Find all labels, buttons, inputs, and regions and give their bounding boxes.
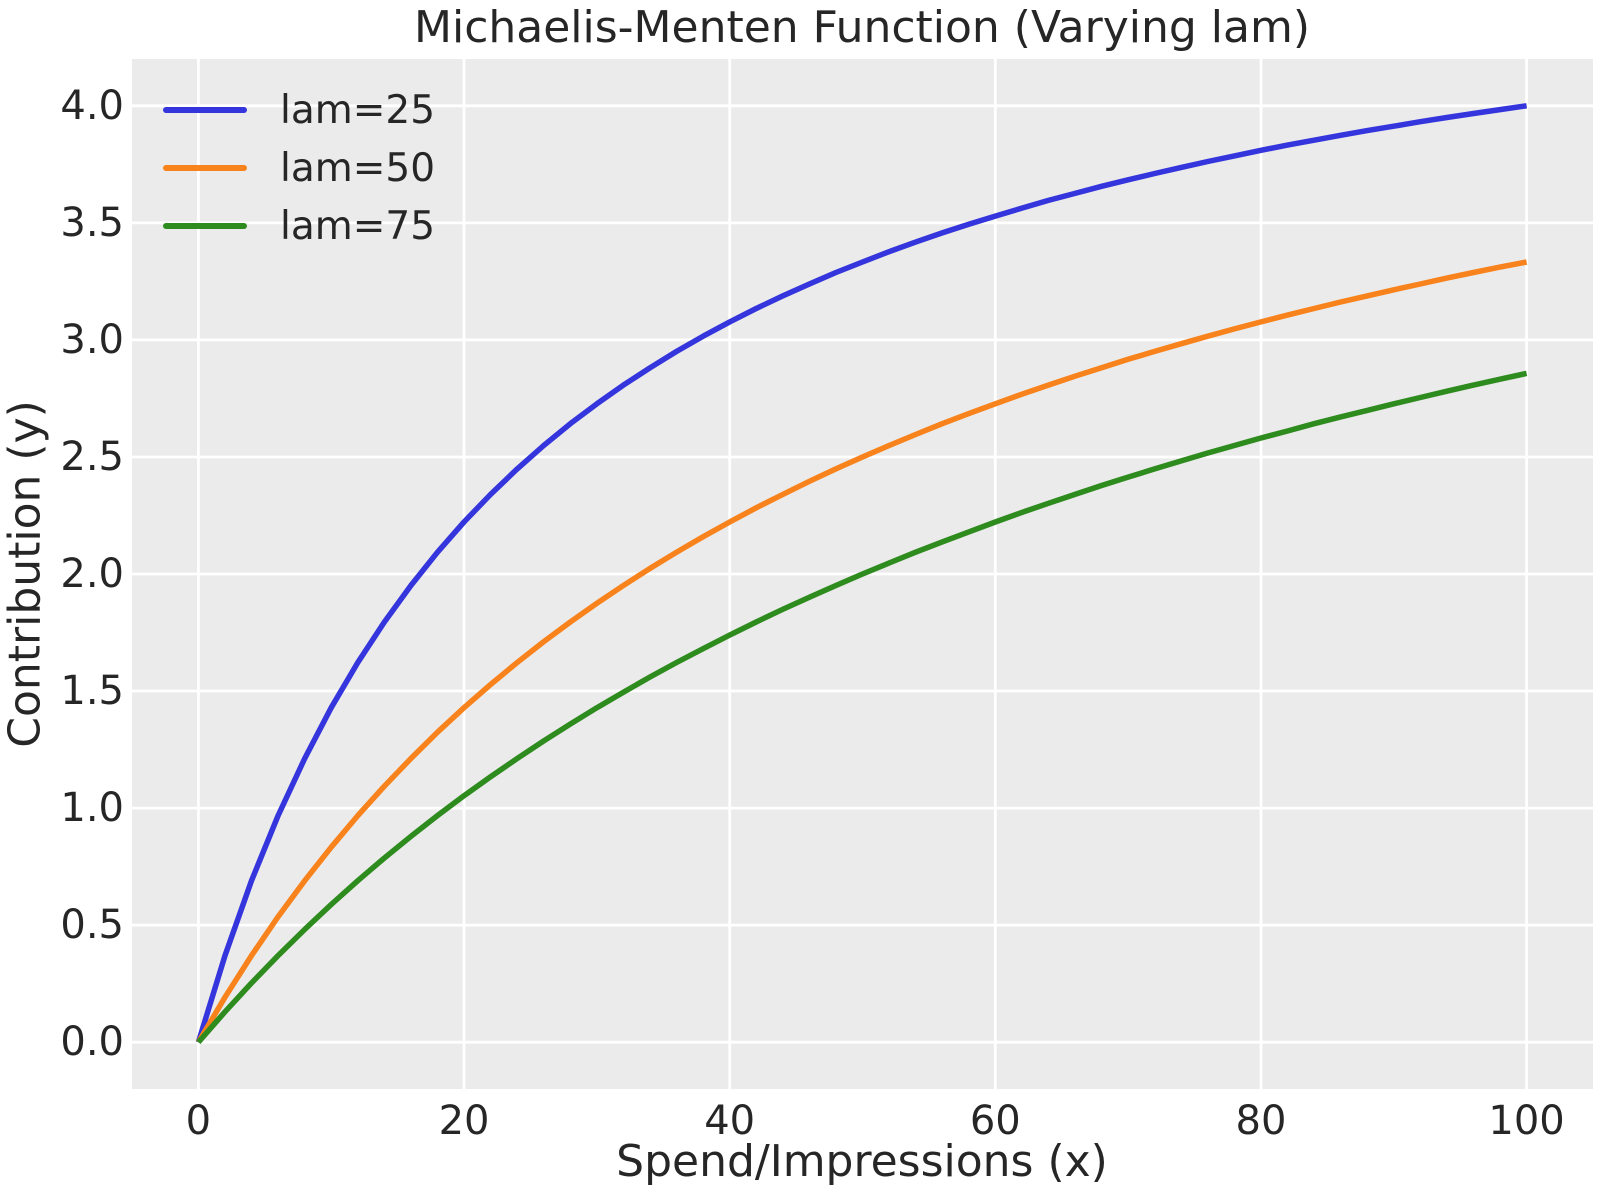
legend-item: lam=75 bbox=[163, 197, 435, 255]
legend-label: lam=50 bbox=[280, 145, 436, 191]
series-line-1 bbox=[196, 259, 1528, 1044]
x-tick-label: 60 bbox=[969, 1098, 1021, 1144]
series-line-0 bbox=[195, 103, 1527, 1044]
y-tick-label: 0.5 bbox=[60, 902, 124, 949]
y-tick-label: 2.5 bbox=[60, 433, 124, 480]
x-tick-label: 40 bbox=[704, 1098, 756, 1144]
chart-title: Michaelis-Menten Function (Varying lam) bbox=[414, 2, 1310, 53]
y-tick-label: 0.0 bbox=[60, 1019, 124, 1066]
y-tick-label: 4.0 bbox=[60, 82, 124, 129]
legend: lam=25 lam=50 lam=75 bbox=[163, 81, 435, 255]
legend-line-swatch bbox=[163, 107, 247, 113]
y-tick-label: 3.0 bbox=[60, 316, 124, 363]
legend-item: lam=50 bbox=[163, 139, 435, 197]
legend-label: lam=75 bbox=[280, 203, 436, 249]
y-tick-label: 2.0 bbox=[60, 551, 124, 597]
x-tick-label: 100 bbox=[1488, 1098, 1565, 1144]
legend-label: lam=25 bbox=[280, 87, 436, 133]
x-tick-label: 80 bbox=[1235, 1098, 1287, 1144]
legend-line-swatch bbox=[163, 223, 247, 229]
plot-area bbox=[132, 59, 1593, 1089]
legend-item: lam=25 bbox=[163, 81, 435, 139]
x-tick-label: 20 bbox=[438, 1098, 490, 1144]
x-axis-label: Spend/Impressions (x) bbox=[616, 1136, 1108, 1187]
y-tick-label: 1.5 bbox=[60, 668, 124, 715]
legend-line-swatch bbox=[163, 165, 247, 171]
series-line-2 bbox=[196, 370, 1528, 1045]
y-tick-label: 3.5 bbox=[60, 199, 124, 246]
x-tick-label: 0 bbox=[185, 1098, 212, 1144]
y-tick-label: 1.0 bbox=[60, 785, 124, 832]
